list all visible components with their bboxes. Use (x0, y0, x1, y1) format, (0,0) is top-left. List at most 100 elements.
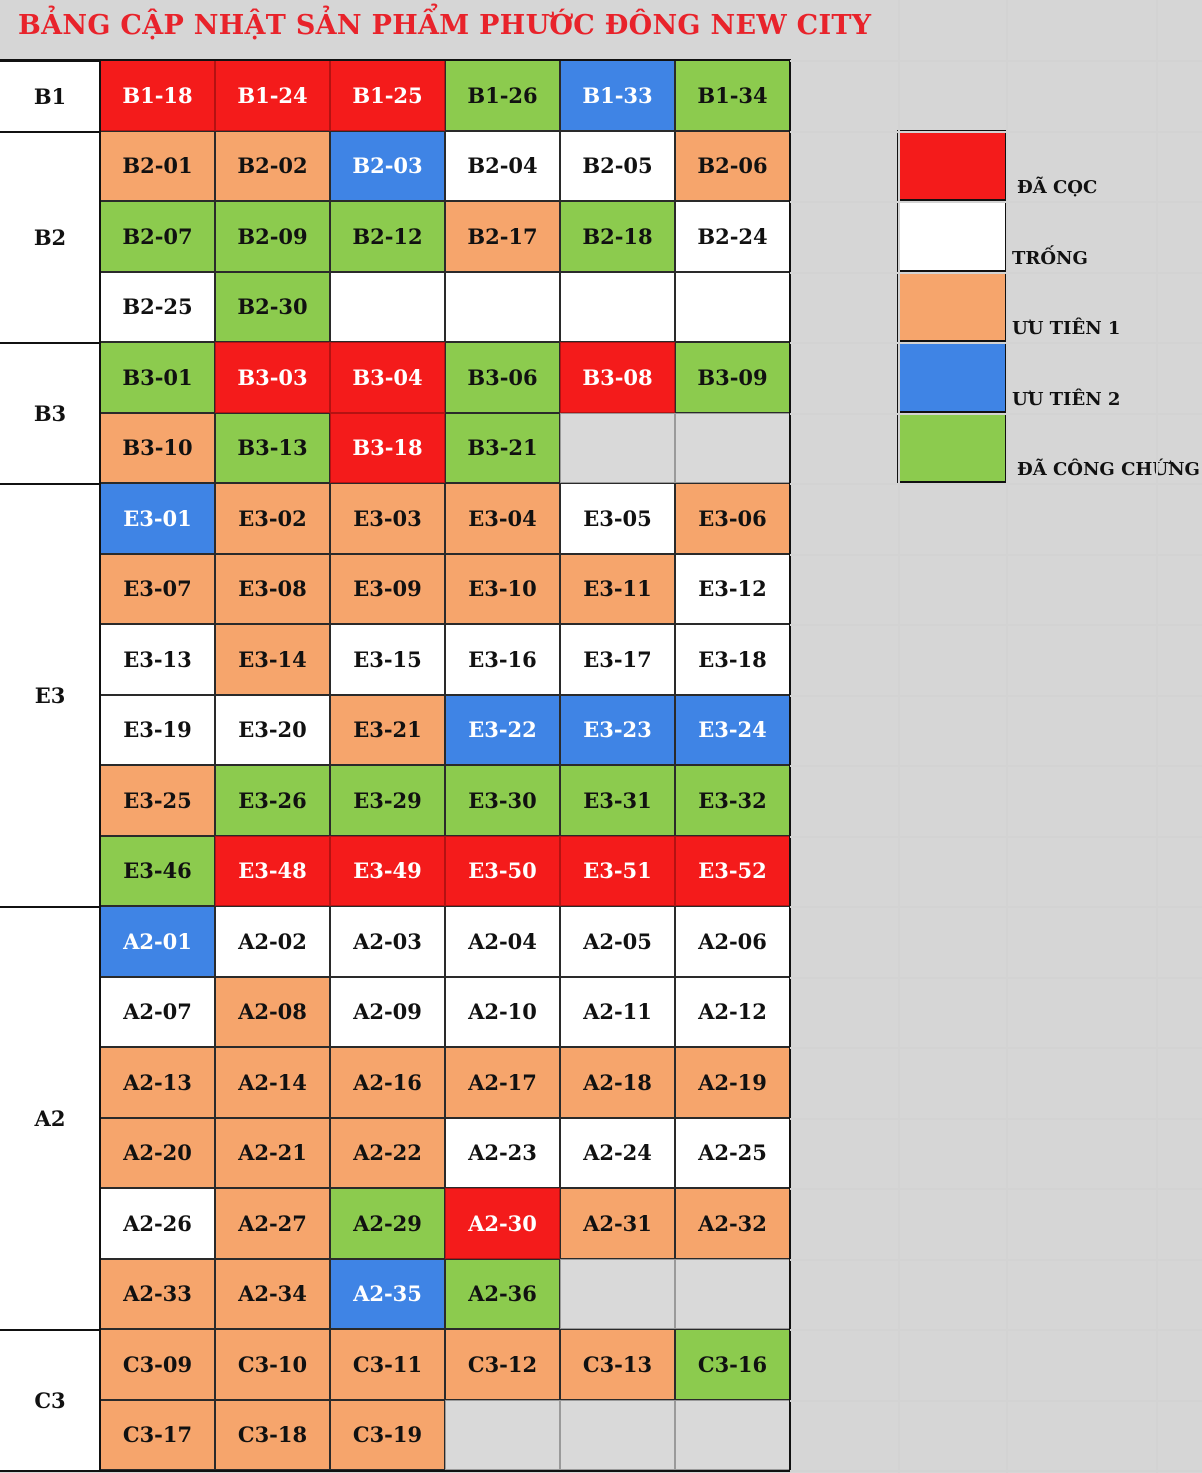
unit-cell[interactable]: E3-13 (100, 624, 215, 695)
unit-cell[interactable]: E3-01 (100, 483, 215, 554)
unit-cell[interactable]: A2-04 (445, 906, 560, 977)
unit-cell[interactable]: E3-03 (330, 483, 445, 554)
unit-cell[interactable]: E3-17 (560, 624, 675, 695)
unit-cell[interactable]: A2-16 (330, 1047, 445, 1118)
unit-cell[interactable]: A2-33 (100, 1258, 215, 1329)
unit-cell[interactable]: A2-02 (215, 906, 330, 977)
unit-cell[interactable]: E3-05 (560, 483, 675, 554)
unit-cell[interactable]: E3-20 (215, 694, 330, 765)
unit-cell[interactable]: A2-12 (675, 976, 790, 1047)
unit-cell[interactable]: A2-11 (560, 976, 675, 1047)
unit-cell[interactable]: B3-09 (675, 342, 790, 413)
unit-cell[interactable]: A2-07 (100, 976, 215, 1047)
unit-cell[interactable]: E3-31 (560, 765, 675, 836)
unit-cell[interactable]: B2-24 (675, 201, 790, 272)
unit-cell[interactable]: E3-14 (215, 624, 330, 695)
unit-cell[interactable]: A2-17 (445, 1047, 560, 1118)
unit-cell[interactable]: E3-50 (445, 835, 560, 906)
unit-cell[interactable]: E3-11 (560, 553, 675, 624)
unit-cell[interactable]: E3-15 (330, 624, 445, 695)
unit-cell[interactable]: E3-23 (560, 694, 675, 765)
unit-cell[interactable]: B2-17 (445, 201, 560, 272)
unit-cell[interactable]: E3-51 (560, 835, 675, 906)
empty-cell[interactable] (675, 271, 790, 342)
empty-cell[interactable] (560, 1258, 675, 1329)
unit-cell[interactable]: C3-13 (560, 1329, 675, 1400)
unit-cell[interactable]: C3-12 (445, 1329, 560, 1400)
unit-cell[interactable]: B3-18 (330, 412, 445, 483)
unit-cell[interactable]: A2-31 (560, 1188, 675, 1259)
unit-cell[interactable]: B2-03 (330, 130, 445, 201)
unit-cell[interactable]: A2-03 (330, 906, 445, 977)
unit-cell[interactable]: B1-33 (560, 60, 675, 131)
unit-cell[interactable]: B2-07 (100, 201, 215, 272)
unit-cell[interactable]: E3-26 (215, 765, 330, 836)
unit-cell[interactable]: E3-19 (100, 694, 215, 765)
unit-cell[interactable]: A2-27 (215, 1188, 330, 1259)
unit-cell[interactable]: A2-01 (100, 906, 215, 977)
unit-cell[interactable]: C3-18 (215, 1399, 330, 1470)
empty-cell[interactable] (560, 1399, 675, 1470)
unit-cell[interactable]: C3-11 (330, 1329, 445, 1400)
unit-cell[interactable]: A2-08 (215, 976, 330, 1047)
unit-cell[interactable]: E3-49 (330, 835, 445, 906)
unit-cell[interactable]: B3-13 (215, 412, 330, 483)
unit-cell[interactable]: E3-30 (445, 765, 560, 836)
unit-cell[interactable]: E3-25 (100, 765, 215, 836)
unit-cell[interactable]: E3-32 (675, 765, 790, 836)
unit-cell[interactable]: B1-25 (330, 60, 445, 131)
unit-cell[interactable]: E3-09 (330, 553, 445, 624)
unit-cell[interactable]: B2-25 (100, 271, 215, 342)
unit-cell[interactable]: E3-07 (100, 553, 215, 624)
unit-cell[interactable]: C3-17 (100, 1399, 215, 1470)
unit-cell[interactable]: E3-12 (675, 553, 790, 624)
unit-cell[interactable]: E3-16 (445, 624, 560, 695)
unit-cell[interactable]: A2-26 (100, 1188, 215, 1259)
unit-cell[interactable]: A2-14 (215, 1047, 330, 1118)
unit-cell[interactable]: A2-05 (560, 906, 675, 977)
unit-cell[interactable]: A2-10 (445, 976, 560, 1047)
unit-cell[interactable]: E3-21 (330, 694, 445, 765)
empty-cell[interactable] (560, 412, 675, 483)
unit-cell[interactable]: A2-21 (215, 1117, 330, 1188)
unit-cell[interactable]: A2-22 (330, 1117, 445, 1188)
empty-cell[interactable] (675, 412, 790, 483)
unit-cell[interactable]: B3-08 (560, 342, 675, 413)
unit-cell[interactable]: A2-09 (330, 976, 445, 1047)
unit-cell[interactable]: A2-35 (330, 1258, 445, 1329)
unit-cell[interactable]: B3-01 (100, 342, 215, 413)
unit-cell[interactable]: C3-19 (330, 1399, 445, 1470)
unit-cell[interactable]: E3-29 (330, 765, 445, 836)
unit-cell[interactable]: A2-29 (330, 1188, 445, 1259)
unit-cell[interactable]: B1-18 (100, 60, 215, 131)
empty-cell[interactable] (560, 271, 675, 342)
unit-cell[interactable]: A2-36 (445, 1258, 560, 1329)
unit-cell[interactable]: B1-24 (215, 60, 330, 131)
unit-cell[interactable]: B3-21 (445, 412, 560, 483)
unit-cell[interactable]: A2-20 (100, 1117, 215, 1188)
unit-cell[interactable]: B2-06 (675, 130, 790, 201)
unit-cell[interactable]: E3-22 (445, 694, 560, 765)
unit-cell[interactable]: A2-24 (560, 1117, 675, 1188)
unit-cell[interactable]: B2-04 (445, 130, 560, 201)
unit-cell[interactable]: E3-02 (215, 483, 330, 554)
unit-cell[interactable]: B1-34 (675, 60, 790, 131)
unit-cell[interactable]: E3-10 (445, 553, 560, 624)
unit-cell[interactable]: C3-09 (100, 1329, 215, 1400)
unit-cell[interactable]: A2-18 (560, 1047, 675, 1118)
unit-cell[interactable]: B2-01 (100, 130, 215, 201)
unit-cell[interactable]: C3-16 (675, 1329, 790, 1400)
unit-cell[interactable]: B2-09 (215, 201, 330, 272)
unit-cell[interactable]: E3-46 (100, 835, 215, 906)
unit-cell[interactable]: A2-06 (675, 906, 790, 977)
unit-cell[interactable]: E3-08 (215, 553, 330, 624)
unit-cell[interactable]: A2-19 (675, 1047, 790, 1118)
unit-cell[interactable]: B2-12 (330, 201, 445, 272)
unit-cell[interactable]: B2-30 (215, 271, 330, 342)
empty-cell[interactable] (445, 271, 560, 342)
unit-cell[interactable]: B1-26 (445, 60, 560, 131)
empty-cell[interactable] (675, 1399, 790, 1470)
unit-cell[interactable]: A2-32 (675, 1188, 790, 1259)
unit-cell[interactable]: B3-06 (445, 342, 560, 413)
unit-cell[interactable]: B3-03 (215, 342, 330, 413)
